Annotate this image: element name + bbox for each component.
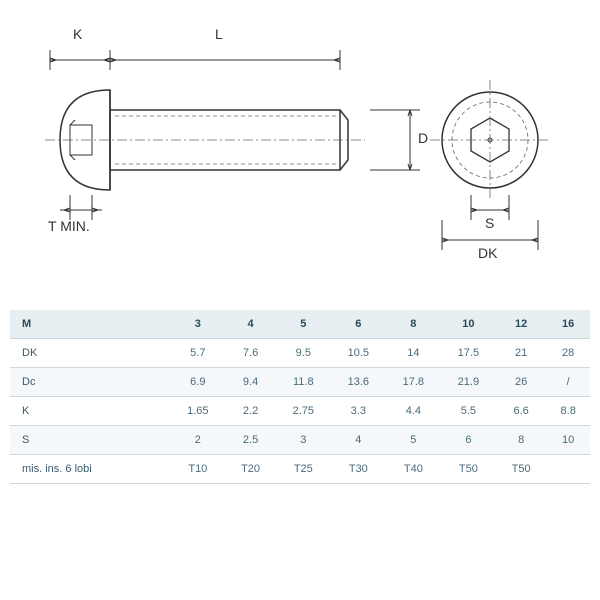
label-s: S bbox=[485, 215, 494, 231]
table-header-cell: 5 bbox=[276, 310, 331, 339]
label-tmin: T MIN. bbox=[48, 218, 90, 234]
table-cell: 9.5 bbox=[276, 339, 331, 368]
table-cell: 6.6 bbox=[496, 397, 546, 426]
table-cell: 17.8 bbox=[386, 368, 441, 397]
table-header-row: M34568101216 bbox=[10, 310, 590, 339]
table-row-head: Dc bbox=[10, 368, 170, 397]
table-row-head: S bbox=[10, 426, 170, 455]
table-cell: T50 bbox=[441, 455, 496, 484]
table-cell: 2.5 bbox=[225, 426, 275, 455]
table-cell: 9.4 bbox=[225, 368, 275, 397]
table-row-head: DK bbox=[10, 339, 170, 368]
table-cell: 26 bbox=[496, 368, 546, 397]
technical-drawing: K L D T MIN. S DK bbox=[20, 20, 580, 280]
table-row: S22.53456810 bbox=[10, 426, 590, 455]
table-cell: 14 bbox=[386, 339, 441, 368]
table-cell: 7.6 bbox=[225, 339, 275, 368]
label-d: D bbox=[418, 130, 428, 146]
table-cell: T50 bbox=[496, 455, 546, 484]
table-cell: 2.75 bbox=[276, 397, 331, 426]
table-cell: 4.4 bbox=[386, 397, 441, 426]
table-cell: 6 bbox=[441, 426, 496, 455]
label-dk: DK bbox=[478, 245, 497, 261]
table-cell: 6.9 bbox=[170, 368, 225, 397]
table-header-cell: 6 bbox=[331, 310, 386, 339]
table-cell: / bbox=[546, 368, 590, 397]
table-header-cell: 3 bbox=[170, 310, 225, 339]
spec-table: M34568101216DK5.77.69.510.51417.52128Dc6… bbox=[10, 310, 590, 484]
table-cell: 28 bbox=[546, 339, 590, 368]
table-row-head: K bbox=[10, 397, 170, 426]
table-cell: 5.7 bbox=[170, 339, 225, 368]
label-k: K bbox=[73, 26, 82, 42]
table-cell: T20 bbox=[225, 455, 275, 484]
table-header-cell: 10 bbox=[441, 310, 496, 339]
table-header-cell: 4 bbox=[225, 310, 275, 339]
table-cell: 3.3 bbox=[331, 397, 386, 426]
table-cell: 2 bbox=[170, 426, 225, 455]
table-cell: T30 bbox=[331, 455, 386, 484]
table-cell: T10 bbox=[170, 455, 225, 484]
table-header-cell: 16 bbox=[546, 310, 590, 339]
table-cell: 13.6 bbox=[331, 368, 386, 397]
table-cell: 1.65 bbox=[170, 397, 225, 426]
screw-diagram-svg bbox=[20, 20, 580, 280]
table-cell: T40 bbox=[386, 455, 441, 484]
table-cell: 21.9 bbox=[441, 368, 496, 397]
table-cell: 10 bbox=[546, 426, 590, 455]
table-cell: 5 bbox=[386, 426, 441, 455]
table-cell: T25 bbox=[276, 455, 331, 484]
table-row: DK5.77.69.510.51417.52128 bbox=[10, 339, 590, 368]
table-header-cell: 8 bbox=[386, 310, 441, 339]
table-cell: 21 bbox=[496, 339, 546, 368]
table-cell: 17.5 bbox=[441, 339, 496, 368]
table-row-head: mis. ins. 6 lobi bbox=[10, 455, 170, 484]
table-row: Dc6.99.411.813.617.821.926/ bbox=[10, 368, 590, 397]
table-cell: 2.2 bbox=[225, 397, 275, 426]
label-l: L bbox=[215, 26, 223, 42]
table-row: K1.652.22.753.34.45.56.68.8 bbox=[10, 397, 590, 426]
table-cell: 8 bbox=[496, 426, 546, 455]
table-cell: 10.5 bbox=[331, 339, 386, 368]
spec-table-container: M34568101216DK5.77.69.510.51417.52128Dc6… bbox=[10, 310, 590, 484]
table-header-cell: 12 bbox=[496, 310, 546, 339]
table-cell bbox=[546, 455, 590, 484]
table-cell: 11.8 bbox=[276, 368, 331, 397]
table-cell: 5.5 bbox=[441, 397, 496, 426]
table-header-cell: M bbox=[10, 310, 170, 339]
table-cell: 8.8 bbox=[546, 397, 590, 426]
label-tmin-text: T MIN. bbox=[48, 218, 90, 234]
table-cell: 3 bbox=[276, 426, 331, 455]
table-row: mis. ins. 6 lobiT10T20T25T30T40T50T50 bbox=[10, 455, 590, 484]
table-cell: 4 bbox=[331, 426, 386, 455]
